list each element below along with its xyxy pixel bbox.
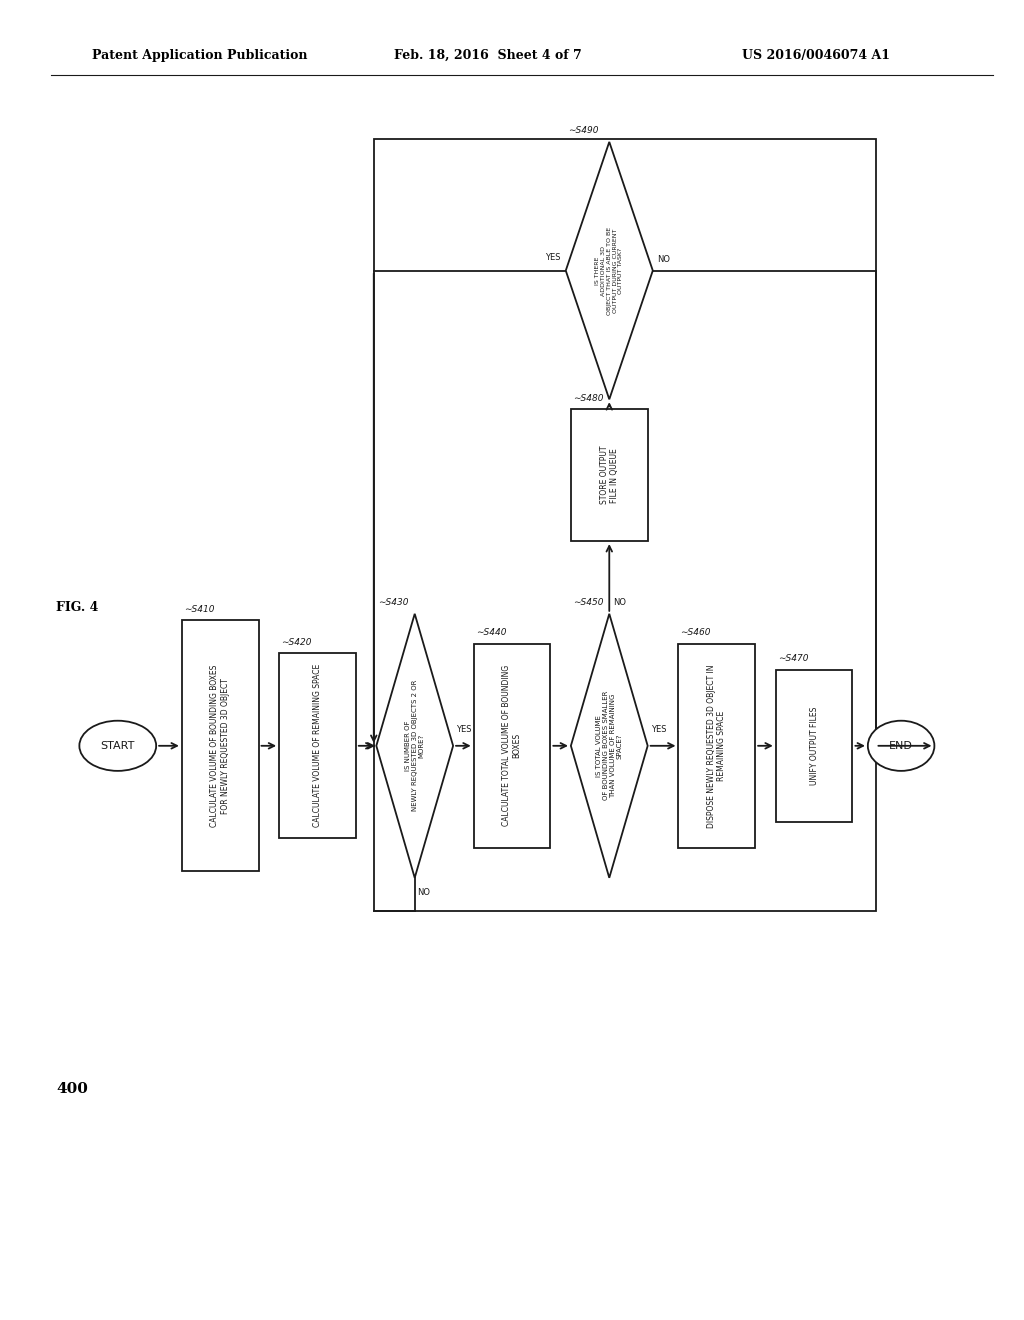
Text: CALCULATE VOLUME OF BOUNDING BOXES
FOR NEWLY REQUESTED 3D OBJECT: CALCULATE VOLUME OF BOUNDING BOXES FOR N… [211, 664, 229, 828]
Polygon shape [571, 614, 647, 878]
Text: YES: YES [545, 253, 561, 261]
Text: 400: 400 [56, 1082, 88, 1096]
Polygon shape [565, 141, 653, 399]
Text: NO: NO [613, 598, 627, 607]
Text: END: END [889, 741, 913, 751]
Text: YES: YES [651, 726, 667, 734]
FancyBboxPatch shape [279, 653, 356, 838]
Text: ∼S490: ∼S490 [567, 127, 598, 135]
Text: Patent Application Publication: Patent Application Publication [92, 49, 307, 62]
Text: FIG. 4: FIG. 4 [56, 601, 98, 614]
FancyBboxPatch shape [182, 620, 258, 871]
Text: ∼S440: ∼S440 [475, 628, 506, 638]
Text: ∼S410: ∼S410 [184, 605, 214, 614]
Ellipse shape [868, 721, 934, 771]
FancyBboxPatch shape [473, 644, 551, 849]
Text: STORE OUTPUT
FILE IN QUEUE: STORE OUTPUT FILE IN QUEUE [600, 446, 618, 504]
Text: IS NUMBER OF
NEWLY REQUESTED 3D OBJECTS 2 OR
MORE?: IS NUMBER OF NEWLY REQUESTED 3D OBJECTS … [404, 680, 425, 812]
FancyBboxPatch shape [571, 409, 647, 541]
Text: YES: YES [457, 726, 472, 734]
Text: ∼S480: ∼S480 [573, 393, 603, 403]
Text: Feb. 18, 2016  Sheet 4 of 7: Feb. 18, 2016 Sheet 4 of 7 [394, 49, 582, 62]
Ellipse shape [80, 721, 156, 771]
Text: ∼S460: ∼S460 [680, 628, 711, 638]
Text: UNIFY OUTPUT FILES: UNIFY OUTPUT FILES [810, 706, 818, 785]
Text: NO: NO [417, 888, 430, 898]
Text: CALCULATE TOTAL VOLUME OF BOUNDING
BOXES: CALCULATE TOTAL VOLUME OF BOUNDING BOXES [503, 665, 521, 826]
Text: ∼S420: ∼S420 [281, 638, 311, 647]
Text: ∼S430: ∼S430 [379, 598, 409, 607]
Text: US 2016/0046074 A1: US 2016/0046074 A1 [742, 49, 891, 62]
Text: START: START [100, 741, 135, 751]
Text: DISPOSE NEWLY REQUESTED 3D OBJECT IN
REMAINING SPACE: DISPOSE NEWLY REQUESTED 3D OBJECT IN REM… [708, 664, 726, 828]
Text: ∼S450: ∼S450 [573, 598, 603, 607]
Polygon shape [377, 614, 453, 878]
Text: IS THERE
ADDITIONAL 3D
OBJECT THAT IS ABLE TO BE
OUTPUT DURING CURRENT
OUTPUT TA: IS THERE ADDITIONAL 3D OBJECT THAT IS AB… [595, 227, 624, 314]
Text: CALCULATE VOLUME OF REMAINING SPACE: CALCULATE VOLUME OF REMAINING SPACE [313, 664, 322, 828]
Text: NO: NO [657, 255, 670, 264]
FancyBboxPatch shape [678, 644, 755, 849]
FancyBboxPatch shape [776, 671, 852, 821]
Text: IS TOTAL VOLUME
OF BOUNDING BOXES SMALLER
THAN VOLUME OF REMAINING
SPACE?: IS TOTAL VOLUME OF BOUNDING BOXES SMALLE… [596, 692, 623, 800]
Text: ∼S470: ∼S470 [778, 655, 808, 663]
